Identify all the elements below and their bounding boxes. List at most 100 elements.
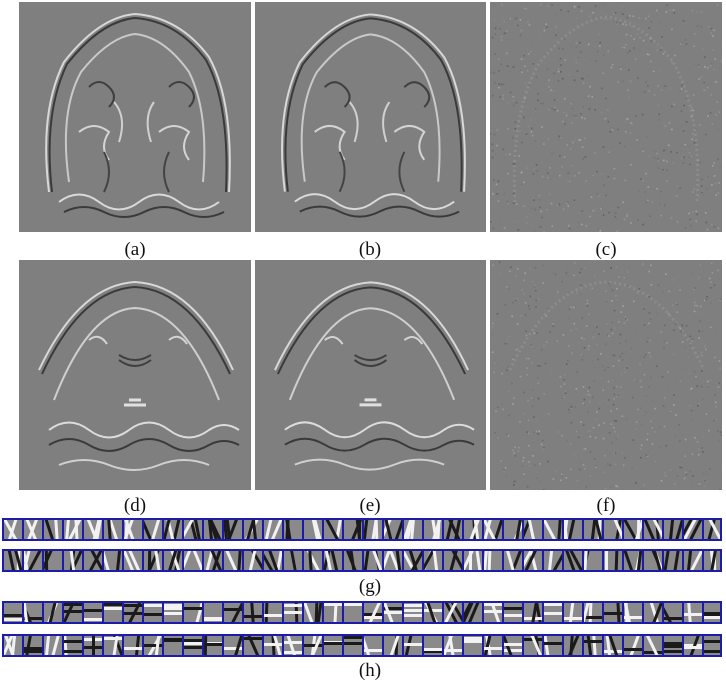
noise-speck [530, 300, 532, 303]
noise-speck [518, 446, 520, 449]
noise-speck [533, 199, 535, 201]
filter-patch [384, 603, 402, 622]
noise-speck [531, 42, 534, 45]
noise-speck [705, 221, 708, 224]
filter-patch [404, 520, 422, 539]
noise-speck [526, 69, 529, 72]
noise-speck [698, 267, 701, 270]
noise-speck [528, 357, 530, 360]
noise-speck [566, 112, 568, 114]
noise-speck [692, 191, 694, 193]
noise-speck [586, 304, 588, 306]
noise-speck [575, 62, 578, 64]
noise-speck [608, 177, 610, 180]
noise-speck [597, 358, 599, 361]
noise-speck [543, 344, 545, 347]
noise-speck [536, 170, 539, 172]
noise-speck [591, 84, 594, 87]
filter-patch [584, 551, 602, 570]
noise-speck [710, 94, 712, 96]
noise-speck [504, 465, 506, 467]
noise-speck [708, 16, 710, 19]
noise-speck [701, 370, 703, 372]
noise-speck [614, 12, 617, 14]
filter-patch [124, 603, 142, 622]
noise-speck [645, 81, 647, 84]
noise-speck [517, 24, 519, 27]
noise-speck [570, 422, 572, 424]
noise-speck [674, 483, 676, 485]
noise-speck [556, 204, 559, 207]
noise-speck [529, 268, 532, 270]
filter-patch [144, 636, 162, 655]
noise-speck [614, 452, 617, 455]
noise-speck [665, 11, 668, 13]
noise-speck [503, 227, 506, 229]
noise-speck [678, 187, 680, 189]
filter-stroke [250, 603, 255, 622]
noise-speck [710, 302, 712, 304]
caption-b: (b) [358, 239, 382, 260]
noise-speck [682, 154, 685, 157]
noise-speck [562, 48, 564, 50]
noise-speck [619, 142, 621, 144]
noise-speck [623, 218, 626, 221]
noise-speck [525, 330, 527, 332]
noise-speck [714, 394, 716, 396]
noise-speck [503, 193, 505, 195]
noise-speck [603, 422, 605, 424]
noise-speck [661, 36, 663, 38]
filter-stroke [191, 551, 202, 570]
noise-speck [684, 39, 687, 41]
noise-speck [702, 44, 704, 47]
noise-speck [694, 487, 697, 489]
noise-speck [619, 342, 622, 345]
noise-speck [642, 280, 645, 283]
filter-patch [184, 551, 202, 570]
noise-speck [597, 228, 600, 231]
noise-speck [683, 155, 686, 157]
noise-speck [626, 215, 628, 217]
noise-speck [649, 318, 652, 321]
noise-speck [641, 488, 643, 490]
noise-speck [694, 367, 697, 369]
filter-stroke [424, 650, 442, 653]
noise-speck [595, 172, 597, 174]
noise-speck [592, 11, 594, 14]
noise-speck [618, 276, 620, 278]
noise-speck [535, 164, 538, 166]
noise-speck [547, 413, 550, 415]
filter-patch [204, 520, 222, 539]
noise-speck [621, 352, 624, 355]
noise-speck [555, 470, 558, 472]
filter-stroke [54, 520, 59, 539]
filter-patch [84, 551, 102, 570]
noise-speck [576, 292, 578, 294]
noise-speck [527, 305, 530, 307]
noise-speck [622, 23, 624, 25]
noise-speck [625, 131, 627, 133]
noise-speck [581, 116, 583, 119]
noise-speck [512, 301, 514, 304]
noise-speck [706, 385, 709, 387]
noise-speck [690, 273, 693, 275]
filter-stroke [504, 649, 522, 652]
filter-stroke [115, 551, 122, 570]
noise-speck [584, 447, 587, 450]
noise-speck [684, 97, 687, 100]
noise-speck [608, 399, 610, 401]
filter-stroke [624, 648, 642, 651]
filter-stroke [404, 643, 422, 646]
filter-patch [444, 636, 462, 655]
noise-speck [711, 272, 714, 274]
noise-speck [530, 131, 533, 133]
noise-speck [615, 420, 617, 422]
noise-speck [664, 149, 666, 151]
noise-speck [493, 3, 496, 6]
noise-speck [490, 71, 492, 73]
filter-stroke [584, 640, 602, 643]
noise-speck [613, 387, 615, 389]
noise-speck [703, 436, 705, 438]
filter-patch [604, 520, 622, 539]
noise-speck [690, 409, 693, 412]
